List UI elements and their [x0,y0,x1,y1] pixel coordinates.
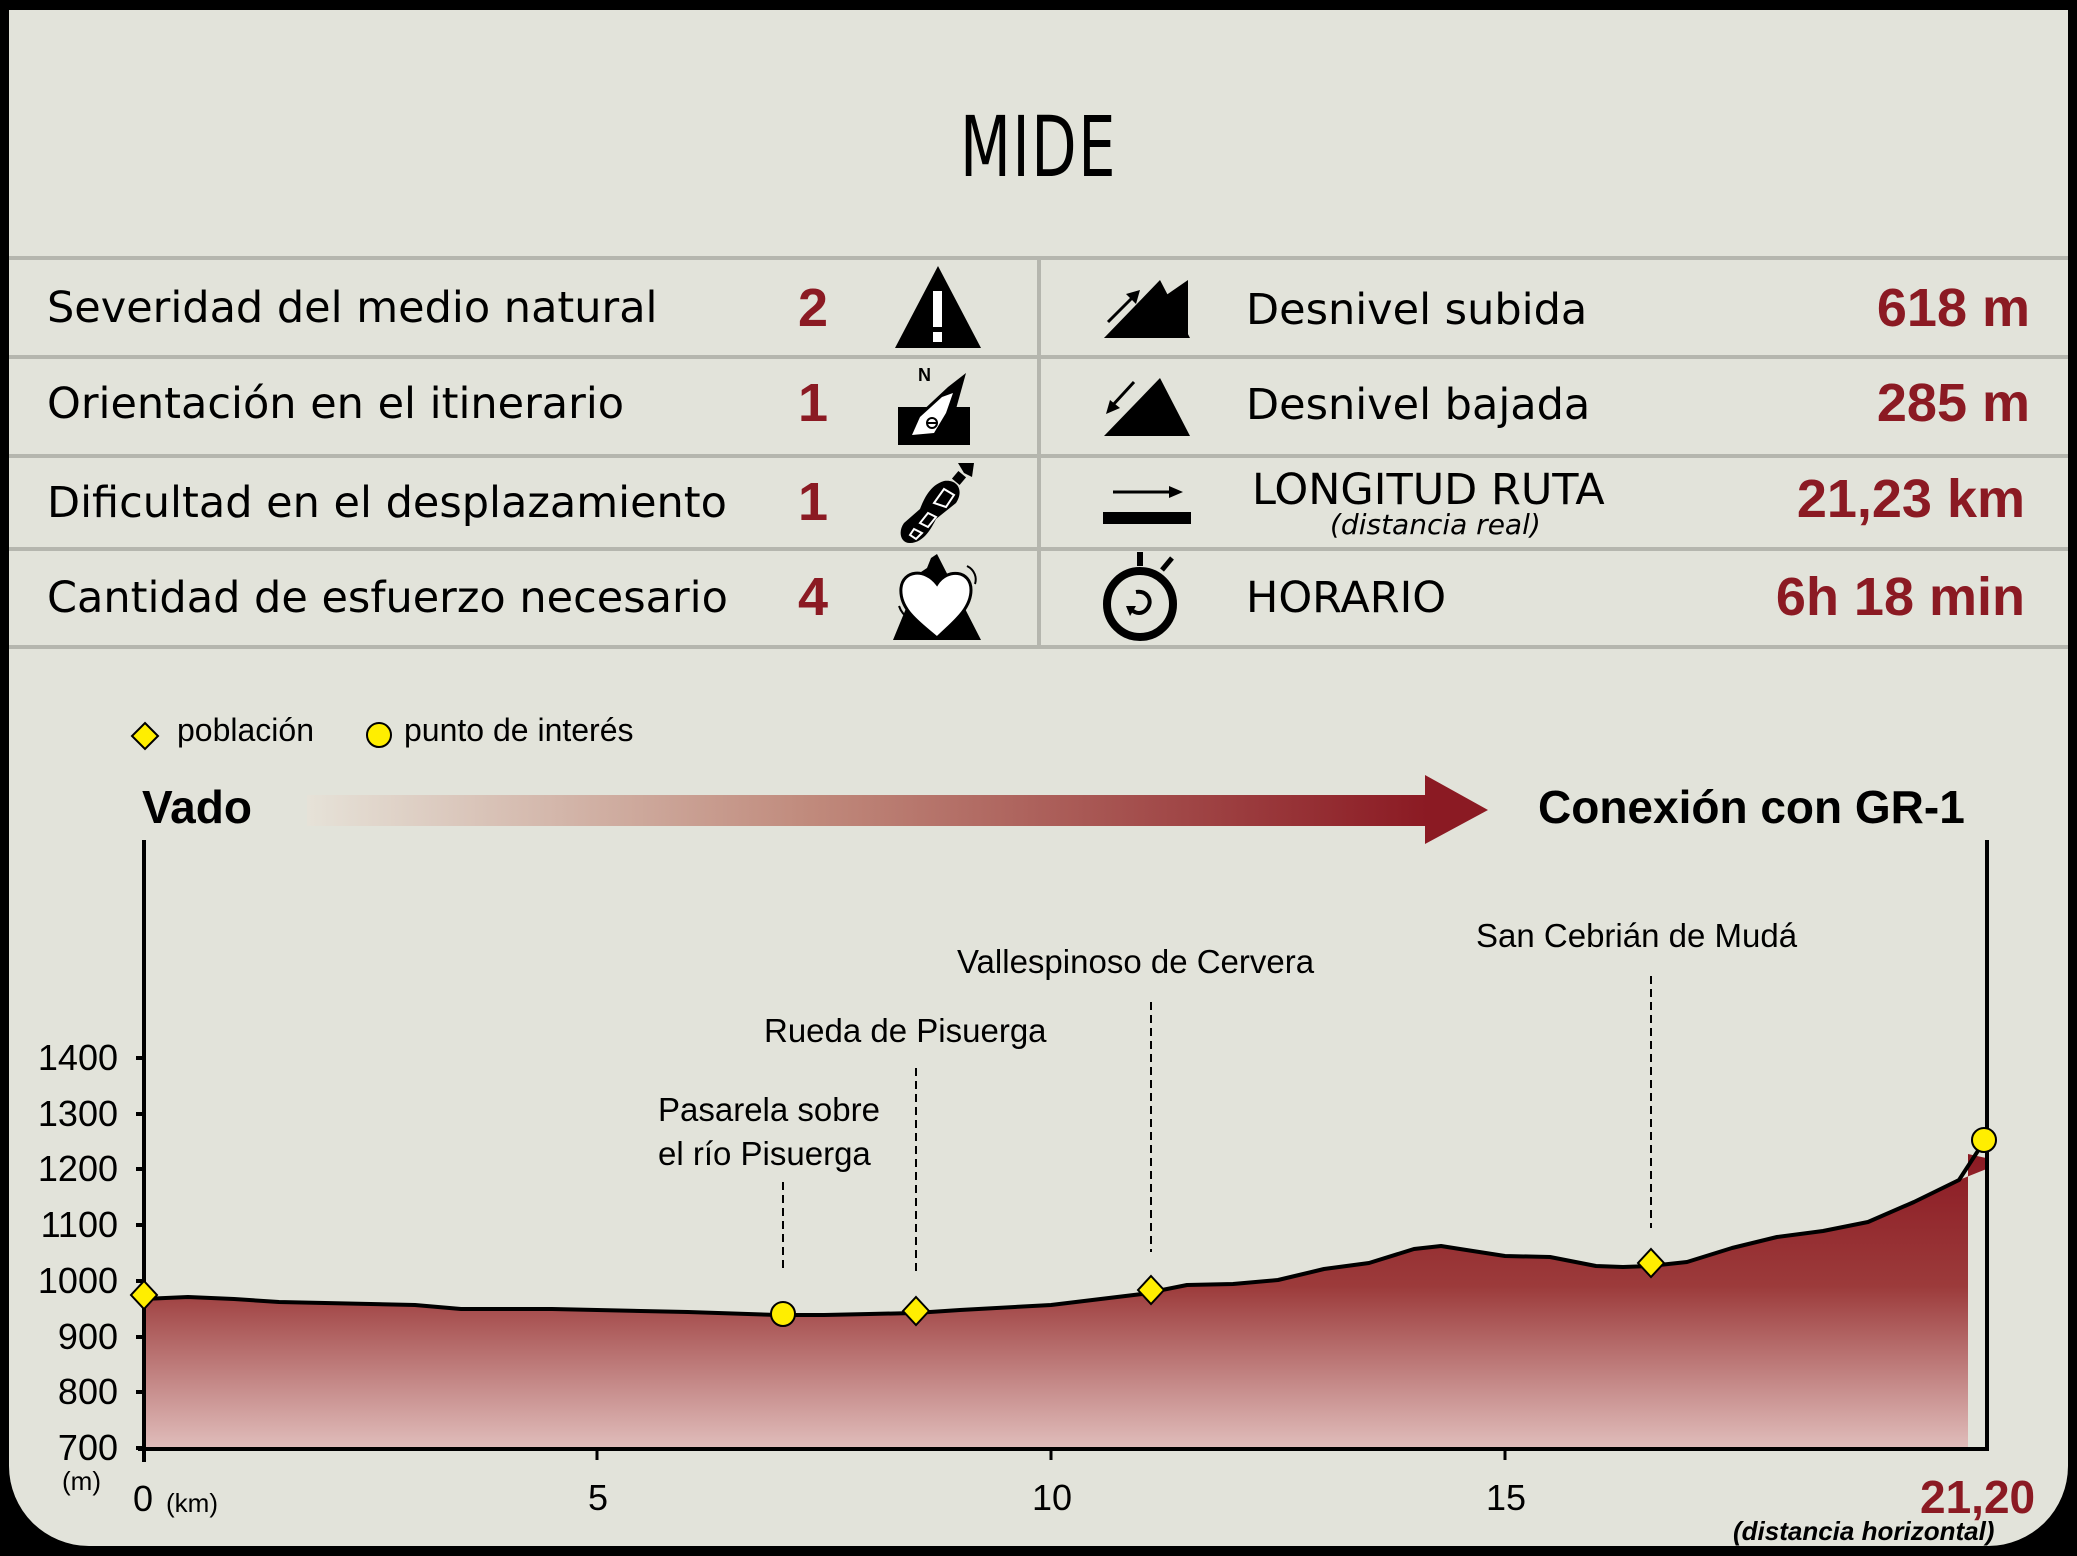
page-title: MIDE [959,98,1118,196]
svg-text:1300: 1300 [38,1093,118,1134]
svg-text:10: 10 [1032,1477,1072,1518]
marker-conexion-gr1 [1971,1127,1997,1153]
row-label: HORARIO [1246,573,1447,623]
poi-label-line: Pasarela sobre [658,1091,880,1128]
row-value: 21,23 km [1796,469,2025,529]
table-divider [1037,258,1041,647]
row-label: LONGITUD RUTA [1252,465,1605,515]
x-axis-unit: (km) [166,1488,218,1518]
row-value: 1 [798,472,829,532]
distance-arrow-icon [1103,486,1191,524]
compass-north-icon: N [898,365,970,445]
elevation-area [143,1154,2004,1448]
poi-label-vallespinoso: Vallespinoso de Cervera [957,943,1315,980]
svg-text:5: 5 [588,1477,608,1518]
marker-san-cebrian [1636,1247,1666,1279]
ascent-slope-icon [1104,280,1190,338]
svg-text:N: N [918,365,931,385]
route-end-label: Conexión con GR-1 [1538,781,1965,833]
total-distance-note: (distancia horizontal) [1733,1516,1995,1546]
poi-label-rueda: Rueda de Pisuerga [764,1012,1047,1049]
row-label: Desnivel bajada [1246,380,1591,430]
descent-slope-icon [1104,378,1190,436]
marker-vallespinoso [1136,1274,1166,1306]
x-ticks [595,1450,1507,1460]
svg-text:900: 900 [58,1316,118,1357]
legend-poi-label: punto de interés [404,712,634,748]
legend-town-label: población [177,712,314,748]
boot-sole-icon [900,463,974,543]
x-axis-origin: 0 [133,1478,154,1519]
row-value: 4 [798,567,829,627]
svg-text:1200: 1200 [38,1148,118,1189]
row-value: 2 [798,278,829,338]
y-tick-labels: 1400 1300 1200 1100 1000 900 800 700 [38,1037,118,1468]
y-ticks [136,1056,144,1450]
marker-vado [129,1279,159,1311]
elevation-line [142,1138,1987,1317]
row-label: Orientación en el itinerario [47,379,625,429]
row-value: 6h 18 min [1775,567,2025,627]
poi-label-pasarela: Pasarela sobre el río Pisuerga [658,1088,880,1176]
row-value: 285 m [1876,373,2030,433]
warning-mountain-icon [895,266,981,348]
heart-mountain-icon [893,554,981,641]
svg-text:1100: 1100 [41,1204,118,1245]
total-distance: 21,20 [1920,1471,2036,1523]
row-value: 1 [798,373,829,433]
poi-label-line: el río Pisuerga [658,1135,871,1172]
x-tick-labels: 5 10 15 [588,1477,1526,1518]
svg-text:700: 700 [58,1427,118,1468]
leader-lines [782,976,1652,1272]
row-value: 618 m [1876,278,2030,338]
svg-text:15: 15 [1486,1477,1526,1518]
svg-text:800: 800 [58,1371,118,1412]
marker-rueda [901,1295,931,1327]
poi-label-san-cebrian: San Cebrián de Mudá [1476,917,1798,954]
marker-pasarela [770,1301,796,1327]
table-line [9,645,2068,649]
row-label: Cantidad de esfuerzo necesario [47,573,728,623]
town-diamond-icon [130,721,160,751]
stopwatch-icon [1103,552,1177,641]
direction-arrow [307,775,1488,844]
row-sublabel: (distancia real) [1330,508,1541,541]
route-start-label: Vado [142,781,252,833]
row-label: Dificultad en el desplazamiento [47,478,727,528]
svg-text:1000: 1000 [38,1260,118,1301]
row-label: Desnivel subida [1246,285,1588,335]
svg-text:1400: 1400 [38,1037,118,1078]
row-label: Severidad del medio natural [47,283,658,333]
poi-circle-icon [366,722,392,748]
y-axis-unit: (m) [62,1466,101,1496]
